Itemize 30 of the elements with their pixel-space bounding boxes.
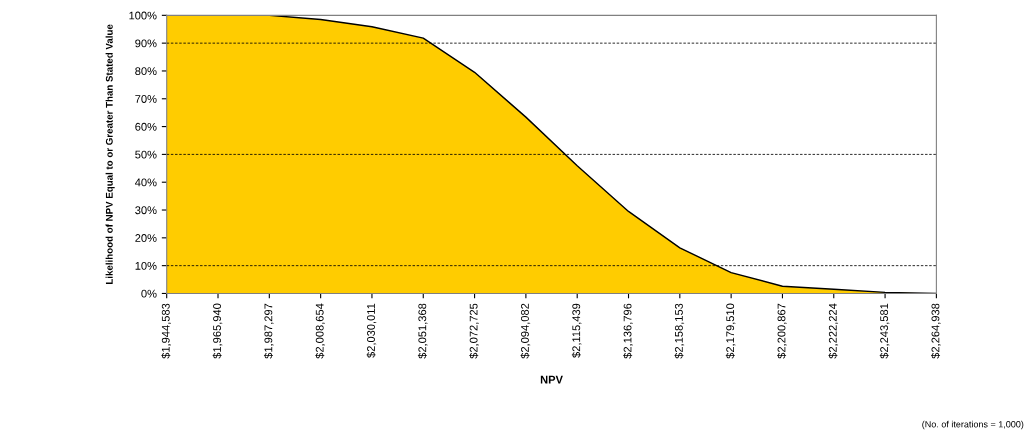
x-tick-label: $2,030,011 [366,303,377,358]
y-tick-label: 10% [135,261,157,270]
x-tick-label: $1,965,940 [212,303,223,359]
x-tick-label: $2,094,082 [520,303,531,359]
y-tick-label: 50% [135,150,157,159]
x-tick-label: $2,072,725 [469,303,479,359]
x-tick-label: $2,222,224 [828,303,839,359]
y-tick-label: 40% [134,178,157,187]
y-tick-label: 80% [135,67,157,76]
x-tick-label: $2,179,510 [725,303,736,359]
y-tick-label: 100% [129,11,157,20]
x-tick-label: $1,987,297 [263,303,274,359]
x-axis-title: NPV [540,375,563,384]
x-tick-label: $2,136,796 [623,303,633,359]
x-tick-label: $2,264,938 [931,303,941,359]
x-tick-label: $2,158,153 [674,303,685,359]
x-tick-label: $2,200,867 [777,303,787,359]
text: (No. of iterations = 1,000) [922,420,1024,430]
x-tick-label: $2,115,439 [571,303,582,358]
y-tick-label: 60% [135,122,157,131]
x-tick-label: $2,008,654 [315,303,325,359]
x-tick-label: $1,944,583 [161,303,171,359]
y-tick-label: 90% [135,39,157,48]
y-tick-label: 20% [135,234,157,242]
y-tick-label: 30% [135,206,157,215]
x-tick-label: $2,243,581 [879,303,890,359]
y-tick-label: 70% [135,95,157,103]
x-tick-label: $2,051,368 [417,303,428,359]
y-axis-title: Likelihood of NPV Equal to or Greater Than Stated Value [105,24,115,284]
y-tick-label: 0% [141,289,157,298]
